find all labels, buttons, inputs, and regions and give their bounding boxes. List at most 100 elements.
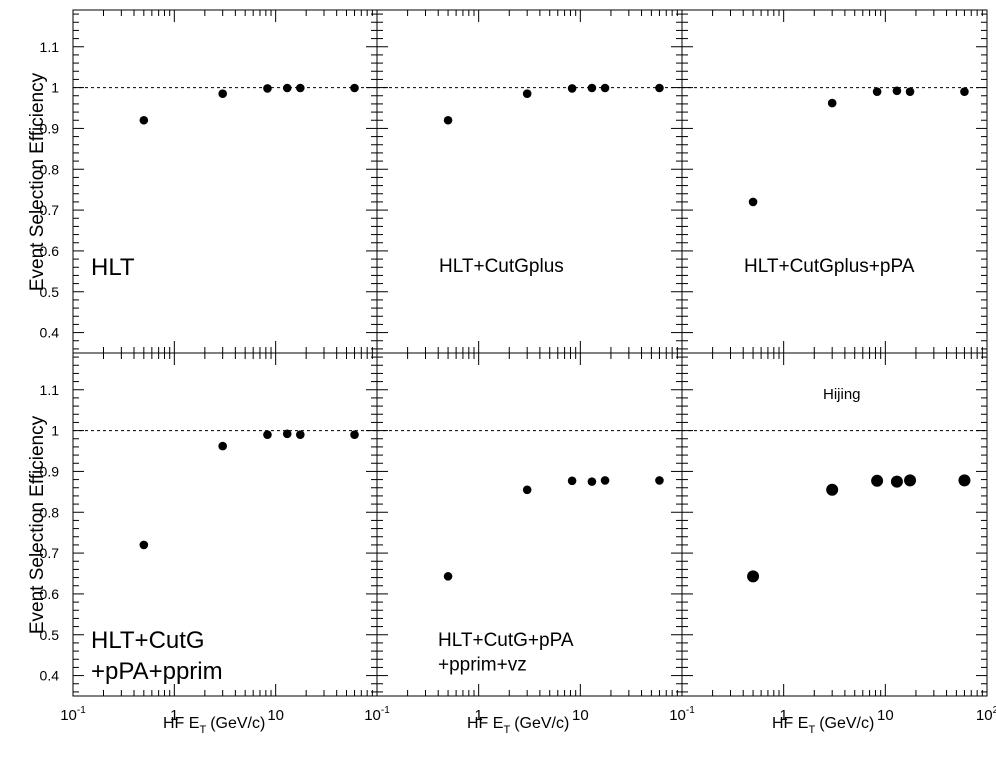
x-tick-label-base: 10 — [572, 707, 589, 724]
y-tick-label: 1.1 — [40, 39, 60, 55]
x-tick-label: 10 — [267, 707, 284, 724]
x-axis-label-subscript: T — [199, 724, 206, 736]
panel-frame — [376, 9, 683, 354]
panel-label: HLT — [91, 254, 135, 281]
y-tick-label: 0.9 — [40, 463, 60, 479]
data-point — [443, 572, 453, 581]
x-tick-label-base: 10 — [60, 707, 77, 724]
x-tick-label: 1 — [170, 707, 178, 724]
y-tick-label: 0.8 — [40, 161, 60, 177]
y-tick-label: 1 — [51, 423, 59, 439]
x-axis-label-subscript: T — [503, 724, 510, 736]
y-axis-label: Event Selection Efficiency — [27, 72, 48, 291]
data-point — [282, 429, 292, 439]
y-tick-label: 0.7 — [40, 202, 60, 218]
panel-frame — [72, 9, 378, 354]
y-tick-label: 0.5 — [40, 627, 60, 643]
x-tick-label: 10-1 — [364, 705, 390, 724]
x-tick-label-exponent: 2 — [993, 705, 996, 716]
x-tick-label-base: 1 — [474, 707, 482, 724]
data-point — [295, 430, 305, 439]
data-point — [655, 476, 664, 485]
data-point — [263, 84, 272, 93]
y-tick-label: 0.6 — [40, 586, 60, 602]
data-point — [600, 476, 610, 485]
panel-label: Hijing — [823, 386, 861, 403]
data-point — [587, 83, 597, 93]
data-point — [139, 115, 149, 125]
data-point — [905, 87, 915, 96]
x-tick-label: 10-1 — [669, 705, 695, 724]
y-axis-label: Event Selection Efficiency — [27, 415, 48, 634]
data-point — [892, 86, 902, 96]
x-tick-label-base: 10 — [364, 707, 381, 724]
data-point — [600, 83, 610, 93]
data-point — [295, 83, 305, 93]
x-tick-label-base: 10 — [267, 707, 284, 724]
data-point — [871, 474, 884, 487]
x-axis-label-main: HF E — [163, 715, 199, 732]
data-point — [139, 540, 149, 550]
panel-label: HLT+CutGplus — [439, 256, 564, 277]
data-point — [826, 483, 839, 496]
x-axis-label-unit: (GeV/c) — [514, 715, 569, 732]
panel-label: +pPA+pprim — [91, 658, 223, 685]
x-tick-label-base: 10 — [669, 707, 686, 724]
data-point — [958, 474, 971, 487]
x-tick-label: 1 — [474, 707, 482, 724]
y-tick-label: 0.4 — [40, 325, 60, 341]
x-axis-label: HF ET (GeV/c) — [772, 715, 874, 736]
x-tick-label-exponent: -1 — [77, 705, 86, 716]
data-point — [904, 474, 917, 487]
panel-frame — [681, 9, 988, 354]
panel-2: HLT+CutGplus — [376, 9, 683, 354]
y-tick-label: 0.5 — [40, 284, 60, 300]
y-tick-label: 0.9 — [40, 120, 60, 136]
data-point — [960, 87, 969, 96]
x-tick-label-base: 1 — [170, 707, 178, 724]
x-tick-label: 1 — [779, 707, 787, 724]
data-point — [282, 83, 292, 93]
x-tick-label: 10 — [877, 707, 894, 724]
x-axis-label-unit: (GeV/c) — [819, 715, 874, 732]
panel-label: HLT+CutGplus+pPA — [744, 256, 915, 277]
data-point — [748, 197, 758, 207]
data-point — [522, 89, 532, 99]
data-point — [567, 476, 577, 486]
x-tick-label-base: 10 — [877, 707, 894, 724]
data-point — [350, 83, 359, 93]
panel-frame — [681, 352, 988, 697]
panel-label: HLT+CutG — [91, 627, 205, 654]
x-axis-label-main: HF E — [467, 715, 503, 732]
x-axis-label-unit: (GeV/c) — [210, 715, 265, 732]
panel-1: HLT 0.4 0.5 0.6 0.7 0.8 0.9 1 1.1 Event Selection… — [27, 9, 378, 354]
data-point — [218, 441, 227, 451]
panel-label: HLT+CutG+pPA — [438, 630, 574, 651]
data-point — [522, 485, 532, 495]
panel-4: HLT+CutG +pPA+pprim 0.4 0.5 0.6 0.7 0.8 0.9 1 1.1… — [27, 352, 378, 736]
y-tick-label: 0.7 — [40, 545, 60, 561]
x-tick-label-base: 10 — [976, 707, 993, 724]
x-tick-label: 10-1 — [60, 705, 86, 724]
x-tick-label-exponent: -1 — [686, 705, 695, 716]
y-tick-label: 0.6 — [40, 243, 60, 259]
data-point — [443, 115, 453, 125]
x-axis-label-main: HF E — [772, 715, 808, 732]
y-tick-label: 0.4 — [40, 668, 60, 684]
x-axis-label-subscript: T — [808, 724, 815, 736]
panel-label: +pprim+vz — [438, 655, 527, 676]
data-point — [747, 570, 760, 583]
x-tick-label-exponent: -1 — [381, 705, 390, 716]
data-point — [872, 87, 882, 96]
data-point — [350, 430, 359, 439]
data-point — [567, 84, 577, 93]
data-point — [587, 477, 597, 486]
x-axis-label: HF ET (GeV/c) — [467, 715, 569, 736]
panel-3: HLT+CutGplus+pPA — [681, 9, 988, 354]
x-tick-label: 10 — [572, 707, 589, 724]
x-tick-label: 102 — [976, 705, 996, 724]
x-tick-label-base: 1 — [779, 707, 787, 724]
